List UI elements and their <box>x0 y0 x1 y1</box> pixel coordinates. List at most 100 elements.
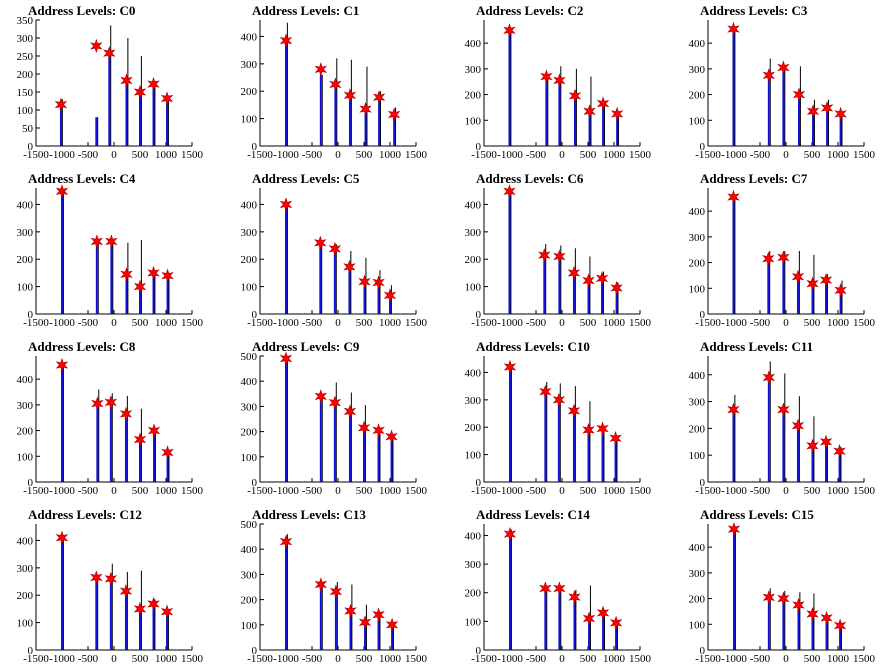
y-tick-label: 200 <box>17 69 34 81</box>
peak-star-marker <box>777 402 790 417</box>
panel-1: Address Levels: C1 0 100 200 300 400 -1500 -100… <box>241 3 428 161</box>
peak-star-marker <box>727 21 740 37</box>
x-tick-label: 1000 <box>827 317 850 329</box>
x-tick-label: -500 <box>526 653 547 665</box>
y-tick-label: 100 <box>241 282 258 294</box>
x-tick-label: -1500 <box>695 653 721 665</box>
peak-star-marker <box>385 429 398 444</box>
x-tick-label: 500 <box>132 149 149 161</box>
peak-star-marker <box>582 273 595 288</box>
peak-star-marker <box>568 88 582 104</box>
peak-star-marker <box>358 274 371 289</box>
peak-star-marker <box>104 395 118 410</box>
panel-title: Address Levels: C14 <box>476 507 590 522</box>
peak-star-marker <box>314 389 328 404</box>
panel-title: Address Levels: C8 <box>28 339 136 354</box>
y-tick-label: 200 <box>241 427 258 439</box>
peak-star-marker <box>55 184 69 199</box>
y-tick-label: 0 <box>700 141 706 153</box>
x-tick-label: 1000 <box>603 149 626 161</box>
x-tick-label: 1500 <box>405 485 428 497</box>
panel-title: Address Levels: C1 <box>252 3 359 18</box>
y-tick-label: 350 <box>17 15 34 27</box>
peak-star-marker <box>55 530 69 545</box>
y-tick-label: 0 <box>700 645 706 657</box>
peak-star-marker <box>833 444 846 459</box>
peak-star-marker <box>819 272 833 288</box>
y-tick-label: 300 <box>465 64 482 76</box>
x-tick-label: -1500 <box>23 485 49 497</box>
panel-12: Address Levels: C12 0 100 200 300 400 -1500 -10… <box>17 507 204 665</box>
x-tick-label: 500 <box>132 317 149 329</box>
x-tick-label: -1000 <box>721 653 747 665</box>
x-tick-label: -1000 <box>49 317 75 329</box>
peak-star-marker <box>357 420 371 435</box>
x-tick-label: -500 <box>78 317 99 329</box>
peak-star-marker <box>819 434 833 449</box>
peak-star-marker <box>503 184 516 199</box>
y-tick-label: 0 <box>28 141 34 153</box>
y-tick-label: 400 <box>241 544 258 556</box>
x-tick-label: 500 <box>132 653 149 665</box>
x-tick-label: 500 <box>804 485 821 497</box>
x-tick-label: -1000 <box>273 485 299 497</box>
x-tick-label: 500 <box>580 317 597 329</box>
panel-5: Address Levels: C5 0 100 200 300 400 -1500 -100… <box>241 171 428 329</box>
y-tick-label: 100 <box>241 114 258 126</box>
y-tick-label: 0 <box>476 309 482 321</box>
y-tick-label: 300 <box>465 559 482 571</box>
peak-star-marker <box>540 69 553 84</box>
peak-star-marker <box>762 251 775 266</box>
x-tick-label: 0 <box>559 149 565 161</box>
peak-star-marker <box>596 96 610 111</box>
peak-star-marker <box>791 418 805 433</box>
x-tick-label: 1000 <box>603 653 626 665</box>
peak-star-marker <box>806 606 819 622</box>
x-tick-label: -1500 <box>23 653 49 665</box>
x-tick-label: 500 <box>356 485 373 497</box>
panel-title: Address Levels: C0 <box>28 3 135 18</box>
x-tick-label: -500 <box>750 149 771 161</box>
peak-star-marker <box>90 570 103 585</box>
x-tick-label: -500 <box>78 653 99 665</box>
peak-star-marker <box>762 68 776 83</box>
y-tick-label: 0 <box>700 309 706 321</box>
panel-title: Address Levels: C4 <box>28 171 136 186</box>
y-tick-label: 0 <box>700 477 706 489</box>
x-tick-label: -1500 <box>695 149 721 161</box>
x-tick-label: 1500 <box>853 149 876 161</box>
x-tick-label: 1000 <box>827 653 850 665</box>
x-tick-label: -1500 <box>23 149 49 161</box>
x-tick-label: 0 <box>335 485 341 497</box>
y-tick-label: 400 <box>17 535 34 547</box>
y-tick-label: 250 <box>17 51 34 63</box>
peak-star-marker <box>610 106 624 122</box>
peak-star-marker <box>343 88 357 103</box>
peak-star-marker <box>834 283 847 298</box>
y-tick-label: 100 <box>689 619 706 631</box>
x-tick-label: -500 <box>302 317 323 329</box>
x-tick-label: -1000 <box>721 149 747 161</box>
y-tick-label: 200 <box>689 594 706 606</box>
peak-star-marker <box>834 106 847 122</box>
x-tick-label: -500 <box>302 149 323 161</box>
y-tick-label: 400 <box>689 206 706 218</box>
peak-star-marker <box>595 271 609 286</box>
x-tick-label: -1500 <box>695 317 721 329</box>
peak-star-marker <box>358 615 372 630</box>
peak-star-marker <box>91 396 104 411</box>
y-tick-label: 100 <box>689 283 706 295</box>
peak-star-marker <box>372 423 385 438</box>
y-tick-label: 400 <box>465 199 482 211</box>
x-tick-label: -1500 <box>247 653 273 665</box>
y-tick-label: 400 <box>465 38 482 50</box>
y-tick-label: 200 <box>241 595 258 607</box>
y-tick-label: 100 <box>689 450 706 462</box>
y-tick-label: 300 <box>17 227 34 239</box>
panel-title: Address Levels: C5 <box>252 171 360 186</box>
y-tick-label: 0 <box>252 141 258 153</box>
peak-star-marker <box>503 526 517 542</box>
x-tick-label: 500 <box>356 653 373 665</box>
panel-title: Address Levels: C7 <box>700 171 808 186</box>
x-tick-label: 0 <box>335 653 341 665</box>
